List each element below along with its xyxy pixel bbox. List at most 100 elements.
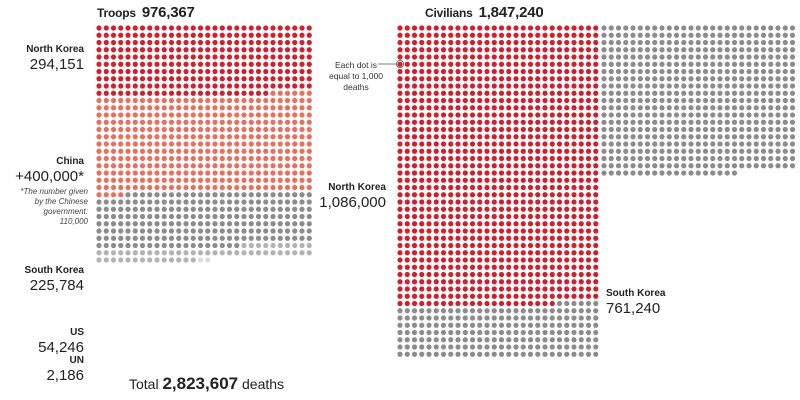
dot-troops-north-korea (241, 54, 247, 60)
dot-troops-north-korea (183, 83, 189, 89)
dot-civilians-north-korea (556, 221, 563, 227)
dot-civilians-north-korea (513, 184, 519, 191)
dot-civilians-north-korea (433, 148, 439, 154)
dot-civilians-north-korea (455, 105, 461, 111)
dot-civilians-north-korea (520, 250, 526, 256)
dot-civilians-north-korea (433, 97, 439, 104)
dot-troops-south-korea (96, 221, 102, 227)
dot-civilians-north-korea (397, 148, 403, 154)
dot-troops-china (234, 134, 240, 140)
dot-civilians-north-korea (556, 257, 563, 263)
dot-civilians-north-korea (433, 25, 439, 31)
dot-civilians-north-korea (564, 221, 570, 227)
dot-civilians-north-korea (498, 192, 505, 198)
dot-civilians-north-korea (440, 279, 447, 285)
dot-civilians-south-korea (739, 32, 745, 38)
dot-civilians-north-korea (585, 206, 592, 212)
dot-civilians-north-korea (542, 119, 548, 125)
dot-troops-china (176, 184, 182, 191)
dot-troops-china (176, 112, 182, 118)
dot-civilians-south-korea (753, 105, 759, 111)
dot-troops-south-korea (219, 213, 225, 220)
dot-troops-south-korea (132, 228, 138, 234)
dot-civilians-south-korea (644, 119, 651, 125)
dot-civilians-north-korea (419, 141, 425, 147)
dot-troops-north-korea (226, 32, 233, 38)
dot-civilians-south-korea (789, 105, 796, 111)
dot-civilians-south-korea (710, 126, 716, 133)
dot-troops-us (284, 250, 291, 256)
dot-civilians-north-korea (426, 90, 432, 96)
dot-civilians-north-korea (433, 257, 439, 263)
dot-troops-north-korea (183, 68, 189, 75)
dot-troops-north-korea (139, 61, 146, 67)
dot-civilians-north-korea (578, 97, 584, 104)
dot-troops-north-korea (132, 90, 138, 96)
dot-troops-china (306, 170, 312, 176)
dot-civilians-north-korea (556, 213, 563, 220)
dot-troops-north-korea (284, 54, 291, 60)
dot-troops-north-korea (292, 39, 298, 46)
dot-troops-south-korea (147, 192, 153, 198)
dot-troops-north-korea (125, 83, 131, 89)
dot-civilians-north-korea (556, 242, 563, 249)
dot-troops-north-korea (234, 54, 240, 60)
dot-civilians-north-korea (571, 97, 577, 104)
dot-civilians-south-korea (644, 76, 651, 82)
dot-civilians-north-korea (477, 213, 483, 220)
dot-civilians-north-korea (513, 61, 519, 67)
dot-civilians-north-korea (498, 199, 505, 205)
dot-troops-china (226, 155, 233, 162)
dot-troops-north-korea (219, 47, 225, 53)
dot-civilians-north-korea (556, 235, 563, 241)
dot-civilians-north-korea (419, 206, 425, 212)
dot-troops-north-korea (96, 83, 102, 89)
dot-troops-south-korea (299, 213, 305, 220)
dot-civilians-north-korea (556, 271, 563, 278)
dot-civilians-north-korea (484, 32, 490, 38)
dot-civilians-south-korea (564, 351, 570, 357)
dot-civilians-north-korea (549, 264, 555, 270)
dot-civilians-north-korea (506, 213, 512, 220)
dot-civilians-north-korea (397, 213, 403, 220)
dot-civilians-north-korea (484, 228, 490, 234)
dot-troops-china (255, 97, 262, 104)
dot-civilians-north-korea (527, 242, 534, 249)
dot-civilians-north-korea (491, 32, 497, 38)
dot-troops-china (161, 170, 167, 176)
dot-civilians-north-korea (411, 170, 418, 176)
dot-civilians-north-korea (419, 228, 425, 234)
dot-civilians-north-korea (404, 257, 410, 263)
dot-civilians-south-korea (652, 148, 658, 154)
dot-troops-south-korea (306, 221, 312, 227)
dot-civilians-south-korea (753, 39, 759, 46)
dot-civilians-north-korea (404, 126, 410, 133)
dot-civilians-north-korea (462, 170, 468, 176)
dot-civilians-north-korea (397, 68, 403, 75)
dot-civilians-south-korea (775, 76, 781, 82)
dot-civilians-south-korea (623, 61, 629, 67)
dot-troops-south-korea (190, 235, 196, 241)
dot-troops-south-korea (212, 206, 218, 212)
dot-troops-south-korea (154, 235, 160, 241)
dot-civilians-north-korea (469, 97, 476, 104)
dot-troops-china (241, 119, 247, 125)
dot-civilians-north-korea (469, 54, 476, 60)
dot-civilians-south-korea (746, 25, 752, 31)
dot-troops-china (226, 177, 233, 183)
dot-civilians-south-korea (695, 170, 701, 176)
dot-civilians-south-korea (775, 68, 781, 75)
dot-civilians-south-korea (710, 47, 716, 53)
dot-civilians-south-korea (702, 141, 709, 147)
dot-troops-north-korea (226, 47, 233, 53)
dot-troops-china (292, 134, 298, 140)
dot-civilians-north-korea (462, 271, 468, 278)
dot-civilians-south-korea (717, 163, 723, 169)
dot-civilians-south-korea (775, 126, 781, 133)
dot-civilians-north-korea (477, 76, 483, 82)
dot-troops-north-korea (118, 32, 124, 38)
dot-civilians-south-korea (601, 54, 607, 60)
dot-civilians-north-korea (440, 235, 447, 241)
dot-civilians-south-korea (724, 105, 730, 111)
dot-civilians-north-korea (426, 126, 432, 133)
